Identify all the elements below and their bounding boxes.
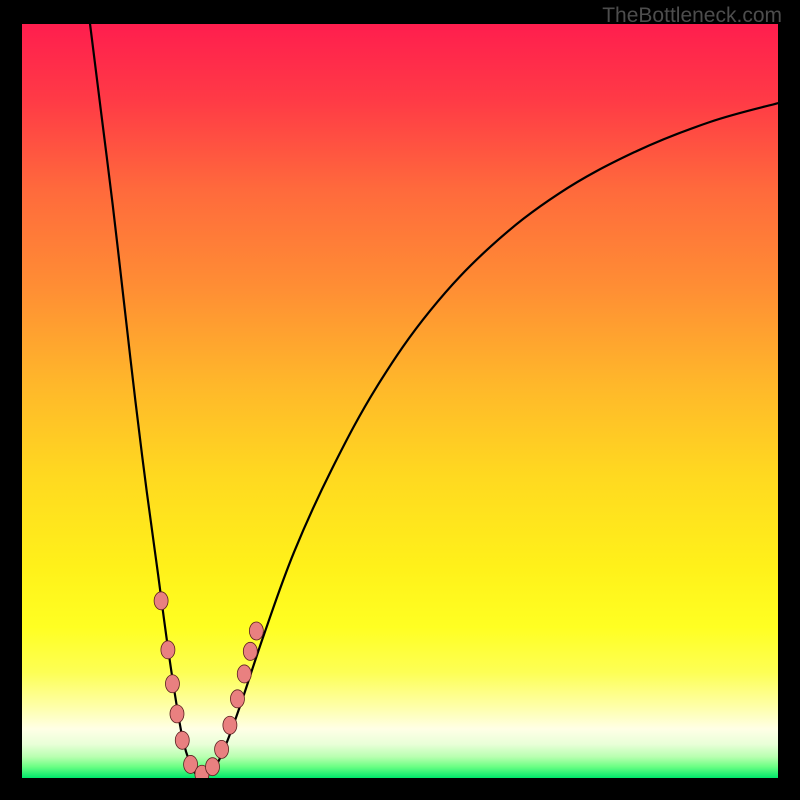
marker-point (170, 705, 184, 723)
marker-point (175, 731, 189, 749)
watermark-text: TheBottleneck.com (602, 4, 782, 28)
marker-point (249, 622, 263, 640)
marker-point (243, 642, 257, 660)
marker-point (206, 758, 220, 776)
marker-point (237, 665, 251, 683)
marker-point (230, 690, 244, 708)
marker-point (161, 641, 175, 659)
marker-point (154, 592, 168, 610)
plot-svg (22, 24, 778, 778)
marker-point (223, 716, 237, 734)
plot-area (22, 24, 778, 778)
marker-point (165, 675, 179, 693)
marker-point (215, 740, 229, 758)
